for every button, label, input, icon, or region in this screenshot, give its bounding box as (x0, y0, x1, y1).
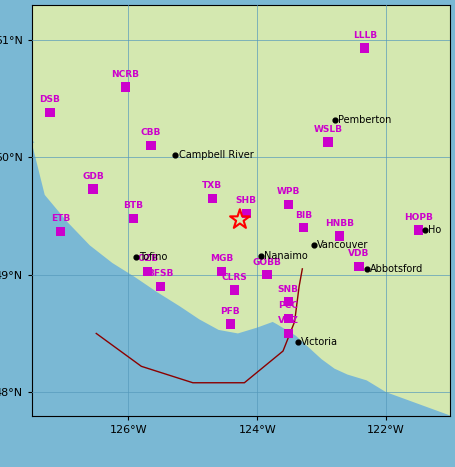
Text: WPB: WPB (277, 187, 300, 196)
Text: Pemberton: Pemberton (338, 115, 391, 125)
Point (336, 232, 344, 240)
Point (300, 224, 307, 232)
Polygon shape (286, 312, 309, 333)
Text: NCRB: NCRB (111, 70, 139, 78)
Text: BFSB: BFSB (147, 269, 174, 278)
Text: OZB: OZB (137, 254, 158, 263)
Text: HOPB: HOPB (404, 213, 433, 222)
Text: WSLB: WSLB (313, 125, 343, 134)
Point (331, 116, 338, 123)
Point (324, 138, 332, 146)
Text: HNBB: HNBB (325, 219, 354, 228)
Point (121, 83, 129, 91)
Point (132, 254, 140, 261)
Text: VDB: VDB (349, 249, 370, 258)
Text: BTB: BTB (124, 201, 144, 210)
Text: CLRS: CLRS (222, 273, 248, 282)
Text: CBB: CBB (141, 128, 161, 137)
Text: Ho: Ho (428, 225, 441, 235)
Text: VGZ: VGZ (278, 316, 298, 325)
Text: SHB: SHB (236, 197, 257, 205)
Point (421, 226, 428, 234)
Point (415, 226, 422, 234)
Point (130, 215, 137, 222)
Text: SNB: SNB (278, 284, 298, 294)
Text: PCC: PCC (278, 301, 298, 310)
Text: BIB: BIB (295, 211, 312, 219)
Polygon shape (32, 5, 450, 416)
Text: Nanaimo: Nanaimo (264, 251, 308, 261)
Point (284, 330, 292, 337)
Text: GOBB: GOBB (253, 257, 281, 267)
Point (231, 286, 238, 294)
Point (363, 265, 370, 273)
Text: PFB: PFB (220, 307, 240, 316)
Point (361, 44, 369, 52)
Text: GDB: GDB (82, 172, 104, 181)
Point (243, 210, 250, 218)
Text: TXB: TXB (202, 181, 222, 190)
Point (144, 268, 152, 275)
Point (284, 298, 292, 305)
Point (208, 195, 216, 202)
Text: LLLB: LLLB (353, 31, 377, 40)
Point (236, 216, 243, 223)
Text: Abbotsford: Abbotsford (370, 264, 423, 274)
Text: Vancouver: Vancouver (317, 241, 369, 250)
Text: Campbell River: Campbell River (179, 150, 253, 160)
Text: Victoria: Victoria (301, 337, 338, 347)
Point (310, 241, 318, 249)
Point (147, 142, 155, 149)
Polygon shape (32, 136, 318, 333)
Point (89, 185, 96, 193)
Point (355, 263, 363, 270)
Point (157, 283, 164, 290)
Point (46, 109, 54, 116)
Text: ETB: ETB (51, 214, 71, 223)
Text: DSB: DSB (40, 95, 61, 105)
Point (218, 268, 226, 275)
Point (294, 338, 302, 346)
Point (227, 320, 234, 328)
Point (172, 151, 179, 159)
Point (57, 227, 65, 235)
Polygon shape (277, 278, 309, 298)
Text: MGB: MGB (210, 254, 233, 263)
Point (284, 314, 292, 322)
Text: Tofino: Tofino (139, 252, 168, 262)
Point (258, 252, 265, 260)
Point (263, 271, 271, 278)
Point (284, 200, 292, 208)
